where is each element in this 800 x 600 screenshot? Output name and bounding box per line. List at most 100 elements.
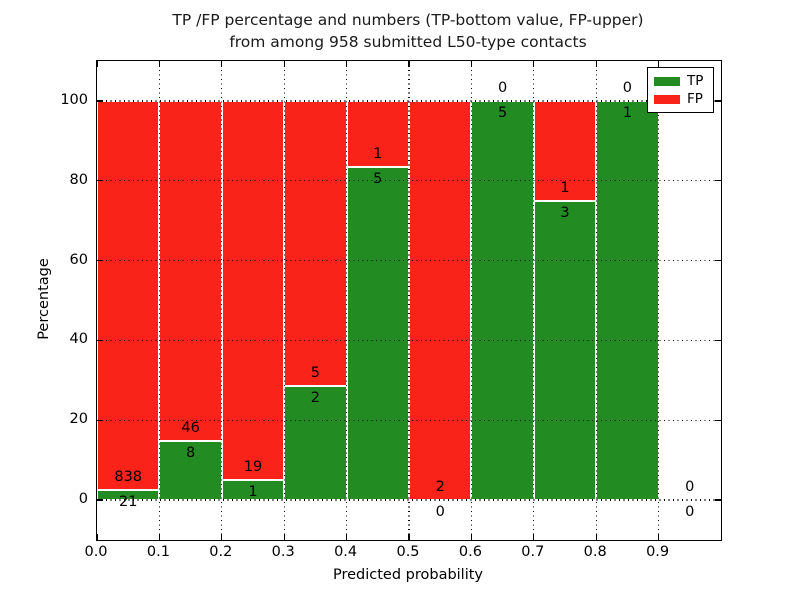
y-tick-mark-right (715, 499, 721, 501)
tp-count-label: 1 (622, 104, 632, 121)
x-tick-mark-bottom (658, 534, 660, 540)
x-tick-mark-top (408, 61, 410, 67)
x-gridline (283, 61, 285, 540)
tp-count-label: 5 (373, 171, 383, 188)
x-gridline (533, 61, 535, 540)
x-tick-mark-bottom (470, 534, 473, 540)
x-gridline (658, 61, 660, 540)
fp-color-swatch (654, 94, 680, 104)
y-tick-label: 80 (69, 171, 88, 188)
x-tick-mark-top (470, 61, 473, 67)
tp-count-label: 0 (685, 504, 695, 521)
fp-count-label: 5 (310, 365, 320, 382)
x-gridline (408, 61, 410, 540)
ticks-layer (96, 61, 721, 540)
tp-count-label: 21 (118, 494, 138, 511)
tp-count-label: 5 (497, 104, 508, 121)
x-tick-mark-bottom (96, 534, 98, 540)
count-labels-layer: 838 21 46 8 19 1 5 2 1 5 2 0 0 5 1 3 0 1 0 0 (97, 61, 721, 540)
x-tick-mark-top (221, 61, 223, 67)
plot-area: 838 21 46 8 19 1 5 2 1 5 2 0 0 5 1 3 0 1 0 0 (96, 60, 722, 541)
x-gridline (346, 61, 348, 540)
legend-item-fp: FP (654, 92, 713, 106)
y-tick-label: 40 (69, 331, 88, 348)
x-tick-mark-top (158, 61, 161, 67)
y-gridline (97, 259, 721, 262)
tp-count-label: 0 (435, 504, 445, 521)
x-tick-mark-bottom (408, 534, 410, 540)
x-tick-mark-bottom (283, 534, 285, 540)
y-gridline (97, 499, 721, 501)
x-axis-label: Predicted probability (332, 567, 484, 583)
x-tick-mark-bottom (158, 534, 161, 540)
tp-count-label: 8 (185, 444, 196, 461)
x-gridline (595, 61, 597, 540)
y-tick-label: 20 (69, 411, 88, 428)
x-tick-mark-bottom (221, 534, 223, 540)
x-tick-label: 0.1 (146, 544, 170, 560)
fp-count-label: 1 (560, 179, 570, 196)
fp-count-label: 46 (181, 419, 200, 436)
x-tick-label: 0.5 (396, 544, 420, 560)
tp-count-label: 2 (310, 390, 320, 407)
x-tick-mark-top (283, 61, 285, 67)
y-tick-mark-left (97, 180, 103, 182)
x-tick-label: 0.4 (334, 544, 358, 560)
fp-count-label: 838 (114, 469, 143, 486)
x-tick-label: 0.8 (583, 544, 607, 560)
chart-title-line2: from among 958 submitted L50-type contac… (229, 33, 587, 51)
x-gridline (221, 61, 223, 540)
y-tick-mark-right (715, 259, 721, 262)
fp-count-label: 1 (373, 146, 383, 163)
fp-count-label: 0 (497, 79, 508, 96)
y-axis-label: Percentage (36, 258, 52, 340)
y-tick-mark-left (97, 100, 103, 102)
y-tick-mark-left (97, 499, 103, 501)
y-tick-label: 100 (60, 91, 88, 108)
x-gridline (158, 61, 160, 540)
x-tick-label: 0.0 (84, 544, 108, 560)
y-tick-mark-left (97, 259, 103, 262)
x-tick-mark-top (533, 61, 535, 67)
x-tick-label: 0.3 (271, 544, 295, 560)
y-tick-label: 60 (69, 251, 88, 268)
legend-label-tp: TP (687, 73, 704, 89)
legend: TP FP (647, 67, 714, 113)
x-tick-mark-bottom (533, 534, 535, 540)
y-tick-label: 0 (78, 491, 88, 508)
fp-bar-segment (97, 100, 160, 491)
legend-label-fp: FP (687, 91, 703, 107)
chart-title: TP /FP percentage and numbers (TP-bottom… (96, 9, 720, 53)
fp-count-label: 19 (243, 459, 263, 476)
x-tick-mark-bottom (595, 534, 597, 540)
x-gridline (470, 61, 472, 540)
x-tick-label: 0.7 (521, 544, 545, 560)
x-tick-label: 0.2 (209, 544, 233, 560)
x-tick-mark-top (595, 61, 597, 67)
tp-color-swatch (654, 76, 680, 86)
x-tick-label: 0.9 (646, 544, 670, 560)
fp-count-label: 2 (435, 479, 445, 496)
x-tick-mark-bottom (346, 534, 348, 540)
x-tick-mark-top (346, 61, 348, 67)
fp-count-label: 0 (622, 79, 632, 96)
x-tick-mark-top (96, 61, 98, 67)
grid-layer (97, 61, 721, 540)
y-tick-mark-left (97, 339, 103, 342)
y-gridline (97, 339, 721, 341)
y-tick-mark-right (715, 180, 721, 182)
x-tick-label: 0.6 (458, 544, 482, 560)
tp-count-label: 1 (248, 484, 258, 501)
y-tick-mark-right (715, 339, 721, 342)
tp-count-label: 3 (560, 204, 570, 221)
y-tick-mark-right (715, 100, 721, 102)
y-gridline (97, 419, 721, 421)
chart-title-line1: TP /FP percentage and numbers (TP-bottom… (172, 11, 644, 29)
y-gridline (97, 180, 721, 182)
legend-item-tp: TP (654, 74, 713, 88)
y-gridline (97, 100, 721, 102)
fp-count-label: 0 (685, 479, 695, 496)
x-tick-mark-top (658, 61, 660, 67)
y-tick-mark-right (715, 419, 721, 421)
